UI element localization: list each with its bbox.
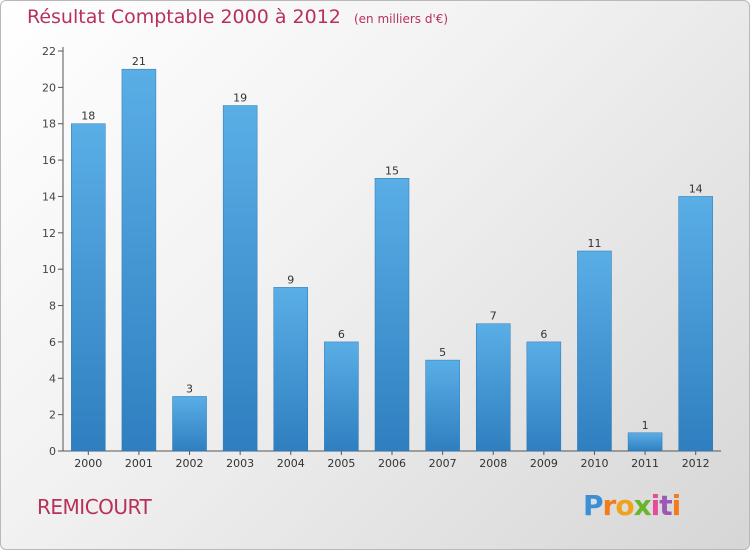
bar-2002 [172,396,207,452]
bar-2003 [222,105,258,452]
chart-title: Résultat Comptable 2000 à 2012 [27,6,341,28]
logo-letter: t [659,489,672,522]
x-tick-label-2009: 2009 [530,457,558,470]
bar-2001 [121,68,157,452]
data-label-2001: 21 [132,55,146,68]
bar-2011 [627,432,663,452]
y-tick-label: 6 [49,336,56,349]
bar-2009 [526,341,562,452]
y-tick-label: 4 [49,372,56,385]
logo-letter: i [650,489,661,522]
logo-letter: x [633,489,652,522]
y-tick-label: 16 [42,154,56,167]
logo-letter: o [615,489,634,522]
commune-name: REMICOURT [37,495,152,519]
chart-subtitle: (en milliers d'€) [353,12,449,26]
logo-letter: i [671,489,682,522]
y-tick-label: 18 [42,118,56,131]
x-tick-label-2010: 2010 [580,457,608,470]
bar-2007 [425,359,460,452]
y-tick-label: 20 [42,81,56,94]
x-tick-label-2006: 2006 [378,457,406,470]
y-tick-label: 2 [49,409,56,422]
data-label-2004: 9 [287,273,294,286]
x-tick-label-2007: 2007 [429,457,457,470]
bar-2012 [678,196,713,452]
data-label-2007: 5 [439,346,446,359]
chart-title-block: Résultat Comptable 2000 à 2012 (en milli… [27,6,448,28]
data-label-2008: 7 [490,310,497,323]
bar-2005 [324,341,359,452]
y-tick-label: 12 [42,227,56,240]
data-label-2012: 14 [689,182,703,195]
logo-letter: P [583,489,604,522]
x-tick-label-2001: 2001 [125,457,153,470]
data-label-2009: 6 [540,328,547,341]
data-label-2011: 1 [642,419,649,432]
data-label-2006: 15 [385,164,399,177]
x-tick-label-2003: 2003 [226,457,254,470]
x-tick-label-2002: 2002 [176,457,204,470]
bar-2004 [273,287,309,452]
data-label-2000: 18 [81,110,95,123]
y-tick-label: 14 [42,190,56,203]
bar-2008 [475,323,511,452]
bar-2000 [71,123,106,452]
logo-letter: r [602,489,617,522]
bar-2010 [577,250,612,452]
bar-2006 [374,178,410,452]
proxiti-logo: Proxiti [583,489,682,522]
x-tick-label-2000: 2000 [74,457,102,470]
data-label-2002: 3 [186,382,193,395]
x-tick-label-2005: 2005 [327,457,355,470]
y-tick-label: 8 [49,300,56,313]
y-tick-label: 10 [42,263,56,276]
x-tick-label-2004: 2004 [277,457,305,470]
data-label-2005: 6 [338,328,345,341]
x-tick-label-2012: 2012 [682,457,710,470]
x-tick-label-2008: 2008 [479,457,507,470]
y-tick-label: 22 [42,45,56,58]
x-tick-label-2011: 2011 [631,457,659,470]
data-label-2010: 11 [587,237,601,250]
y-tick-label: 0 [49,445,56,458]
data-label-2003: 19 [233,92,247,105]
